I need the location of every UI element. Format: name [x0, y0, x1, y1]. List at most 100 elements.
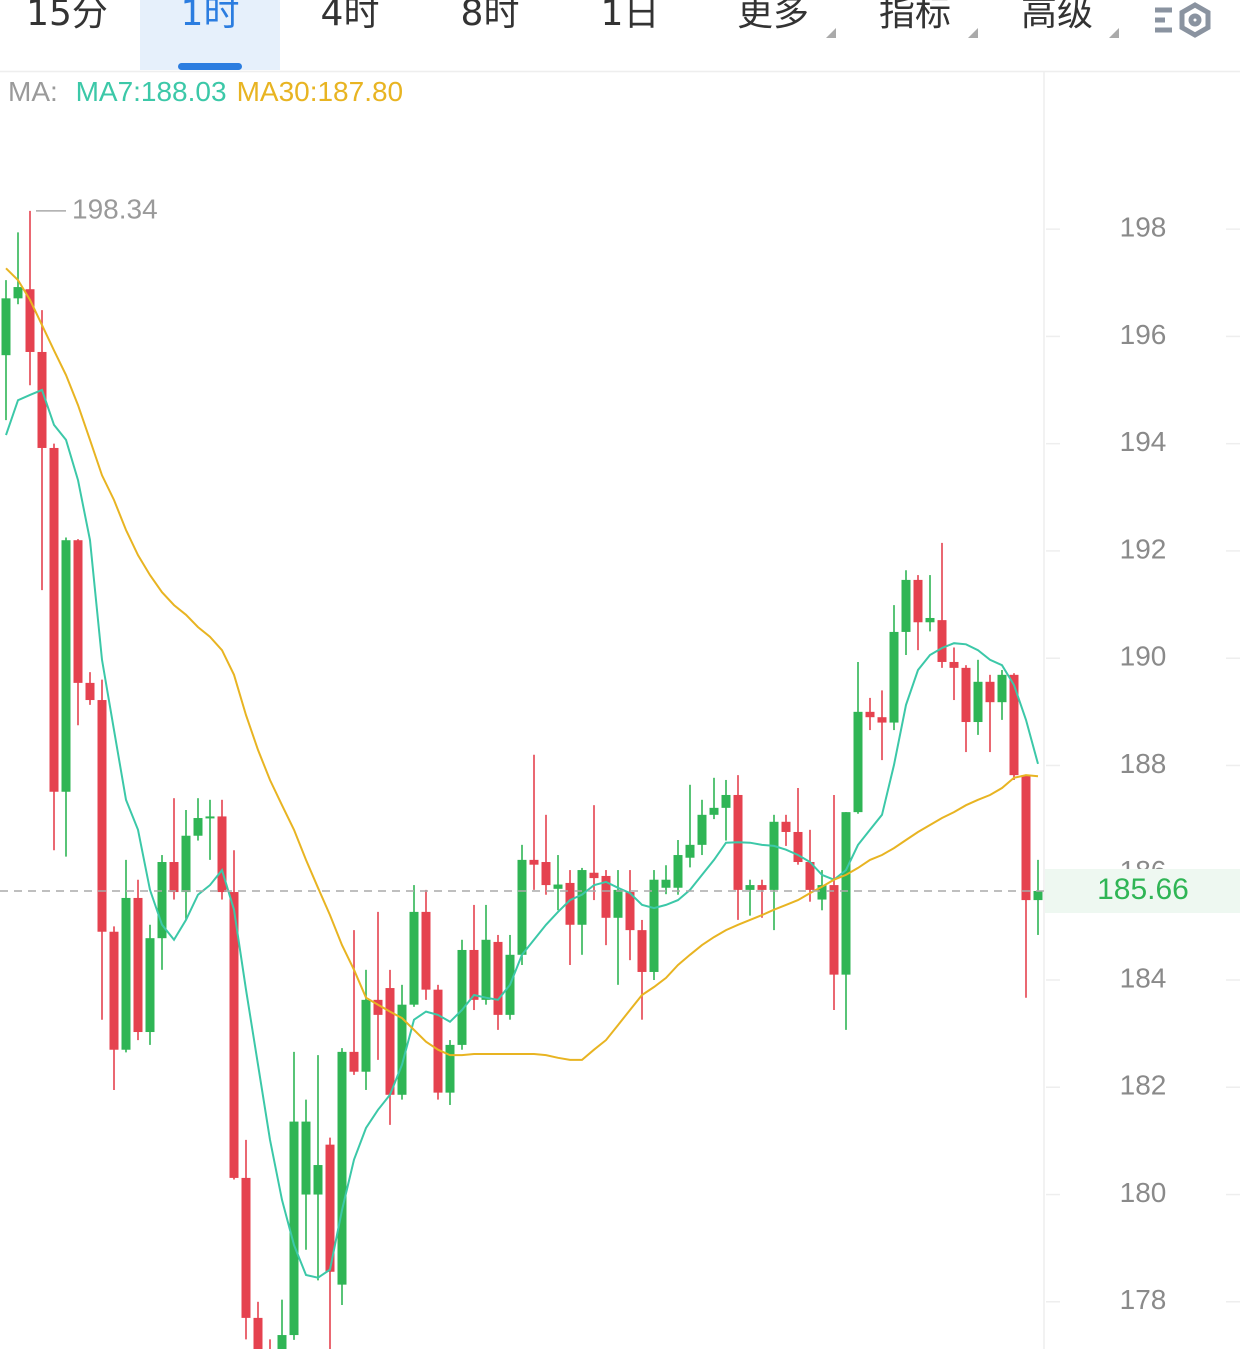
candle-body	[397, 1004, 407, 1095]
candle-body	[961, 667, 971, 723]
candle-body	[49, 447, 59, 792]
candle-body	[25, 289, 35, 352]
y-tick-label: 188	[1120, 748, 1167, 779]
y-tick-label: 196	[1120, 319, 1167, 350]
legend-entry: MA7:188.03	[75, 76, 227, 107]
candle-body	[913, 579, 923, 623]
candle-body	[985, 681, 995, 703]
candle-body	[421, 911, 431, 990]
active-tab-background	[140, 0, 280, 70]
candle-body	[37, 351, 47, 448]
candle-body	[997, 674, 1007, 703]
icon-hexagon	[1179, 2, 1211, 38]
candle-body	[529, 859, 539, 865]
candle-body	[109, 931, 119, 1050]
candle-body	[937, 620, 947, 662]
tab[interactable]: 高级	[1021, 0, 1093, 34]
tab[interactable]: 15分	[26, 0, 108, 34]
candle-body	[829, 885, 839, 975]
candle-body	[697, 814, 707, 845]
tabs: 15分 1时 4时 8时 1日 更多 指标 高级	[26, 0, 1093, 34]
candle-body	[169, 862, 179, 893]
candle-body	[853, 711, 863, 813]
candle-body	[469, 949, 479, 1000]
candle-body	[253, 1317, 263, 1349]
candle-body	[289, 1121, 299, 1336]
plot-area	[1, 210, 1043, 1349]
active-tab-underline	[178, 63, 242, 70]
candle-body	[277, 1335, 287, 1349]
tab[interactable]: 更多	[737, 0, 809, 34]
y-tick-label: 184	[1120, 962, 1167, 993]
last-price-label: 185.66	[1097, 873, 1189, 906]
max-label: 198.34	[72, 193, 158, 224]
candle-body	[553, 884, 563, 889]
candle-body	[205, 816, 215, 819]
candle-body	[793, 831, 803, 863]
candle-body	[133, 897, 143, 1033]
candle-body	[541, 862, 551, 886]
candle-body	[649, 879, 659, 972]
candle-body	[229, 892, 239, 1178]
candle-body	[181, 835, 191, 893]
y-tick-label: 182	[1120, 1070, 1167, 1101]
ma-line	[5, 388, 1039, 1279]
candle-body	[481, 939, 491, 1000]
y-tick-label: 190	[1120, 641, 1167, 672]
candle-body	[1009, 674, 1019, 776]
candle-body	[685, 844, 695, 858]
candle-body	[577, 870, 587, 925]
legend-title: MA:	[8, 76, 58, 107]
candle-body	[949, 661, 959, 668]
candle-body	[121, 897, 131, 1050]
settings-icon[interactable]	[1155, 2, 1211, 38]
candle-body	[325, 1144, 335, 1272]
tab[interactable]: 指标	[879, 0, 951, 34]
candle-body	[889, 631, 899, 723]
candle-body	[781, 821, 791, 832]
candle-body	[769, 821, 779, 890]
candle-body	[901, 579, 911, 632]
candle-body	[97, 700, 107, 932]
candle-body	[409, 911, 419, 1005]
candle-body	[1033, 890, 1043, 901]
candle-body	[745, 885, 755, 890]
legend-entry: MA30:187.80	[236, 76, 404, 107]
candle-body	[757, 885, 767, 890]
candle-body	[373, 999, 383, 1015]
y-tick-label: 192	[1120, 533, 1167, 564]
candle-body	[589, 872, 599, 879]
candle-body	[145, 938, 155, 1033]
candle-body	[841, 812, 851, 975]
candle-body	[865, 711, 875, 718]
candle-body	[493, 941, 503, 1015]
candle-body	[721, 794, 731, 808]
candle-body	[817, 885, 827, 900]
tab[interactable]: 1日	[601, 0, 660, 34]
candle-body	[445, 1044, 455, 1093]
candle-body	[337, 1051, 347, 1285]
tab[interactable]: 4时	[321, 0, 380, 34]
overlay: 185.66 198.34	[0, 193, 1240, 913]
icon-dot	[1188, 13, 1202, 27]
candle-body	[457, 949, 467, 1045]
candle-body	[1, 298, 11, 356]
candle-body	[673, 855, 683, 888]
y-tick-label: 194	[1120, 426, 1167, 457]
candle-body	[433, 989, 443, 1093]
candle-body	[361, 999, 371, 1072]
tab[interactable]: 1时	[181, 0, 240, 34]
dropdown-arrow	[1109, 28, 1119, 38]
candle-body	[601, 875, 611, 918]
candle-body	[613, 889, 623, 918]
candle-body	[385, 988, 395, 1095]
candle-body	[157, 862, 167, 939]
candle-body	[217, 816, 227, 893]
candle-body	[61, 540, 71, 792]
ma-legend: MA: MA7:188.03 MA30:187.80	[8, 76, 413, 108]
ma-line	[5, 267, 1039, 1061]
tab[interactable]: 8时	[461, 0, 520, 34]
candle-body	[709, 807, 719, 815]
